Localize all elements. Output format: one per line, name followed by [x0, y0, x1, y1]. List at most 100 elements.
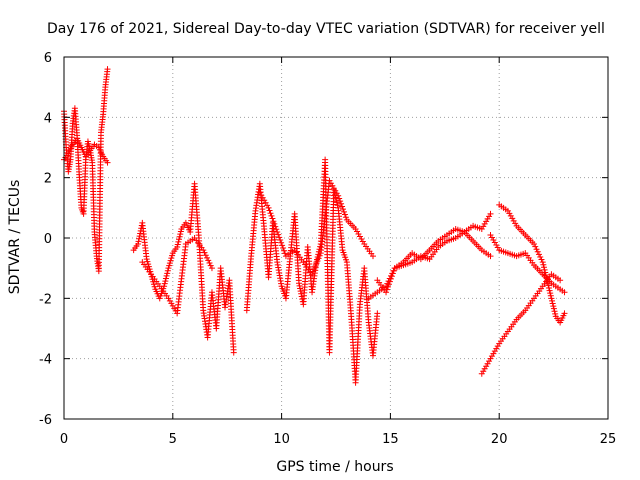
- series-segment-early-upper: [61, 135, 111, 166]
- data-point: [327, 180, 334, 187]
- data-point: [494, 244, 501, 251]
- data-point: [151, 283, 158, 290]
- data-point: [297, 288, 304, 295]
- series-segment-morning-diagonal: [139, 235, 215, 317]
- data-point: [313, 260, 320, 267]
- data-point: [552, 310, 559, 317]
- data-point: [335, 192, 342, 199]
- chart-title: Day 176 of 2021, Sidereal Day-to-day VTE…: [47, 21, 605, 37]
- data-point: [480, 368, 487, 375]
- data-point: [143, 256, 150, 263]
- data-point: [490, 350, 497, 357]
- y-tick-label: -4: [39, 353, 52, 368]
- data-point: [488, 234, 495, 241]
- y-axis-label: SDTVAR / TECUs: [7, 180, 23, 295]
- data-point: [272, 223, 279, 230]
- data-point: [279, 242, 286, 249]
- data-point: [342, 214, 349, 221]
- data-point: [389, 270, 396, 277]
- data-point: [481, 365, 488, 372]
- data-point: [480, 223, 487, 230]
- data-point: [174, 241, 181, 248]
- data-point: [265, 204, 272, 211]
- data-point: [486, 358, 493, 365]
- data-point: [541, 266, 548, 273]
- data-point: [337, 198, 344, 205]
- data-point: [309, 271, 316, 278]
- data-point: [276, 234, 283, 241]
- data-point: [484, 215, 491, 222]
- series-segment-morning: [130, 180, 237, 356]
- y-axis-ticks: -6 -4 -2 0 2 4 6: [39, 51, 608, 428]
- x-axis-ticks: 0 5 10 15 20 25: [60, 57, 616, 447]
- data-point: [341, 211, 348, 218]
- data-point: [384, 286, 391, 293]
- data-point: [275, 231, 282, 238]
- series-segment-early-morning: [61, 66, 111, 275]
- data-point: [136, 233, 143, 240]
- x-tick-label: 25: [600, 432, 617, 447]
- data-point: [383, 289, 390, 296]
- data-point: [278, 239, 285, 246]
- data-point: [484, 360, 491, 367]
- data-point: [487, 210, 494, 217]
- data-point: [174, 244, 181, 251]
- data-point: [163, 272, 170, 279]
- data-point: [533, 246, 540, 253]
- data-point: [177, 228, 184, 235]
- data-point: [551, 308, 558, 315]
- data-point: [281, 247, 288, 254]
- data-point: [296, 280, 303, 287]
- data-point: [540, 264, 547, 271]
- data-point: [326, 177, 333, 184]
- data-point: [549, 297, 556, 304]
- data-point: [329, 182, 336, 189]
- data-point: [270, 218, 277, 225]
- data-point: [135, 238, 142, 245]
- y-tick-label: 6: [44, 51, 52, 66]
- data-point: [267, 210, 274, 217]
- series-segment-midday-upper: [256, 177, 376, 278]
- data-point: [340, 206, 347, 213]
- series-segment-midday: [243, 156, 381, 386]
- data-point: [202, 252, 209, 259]
- data-point: [310, 268, 317, 275]
- data-point: [200, 247, 207, 254]
- data-point: [268, 212, 275, 219]
- data-point: [390, 267, 397, 274]
- data-point: [311, 265, 318, 272]
- x-tick-label: 15: [382, 432, 399, 447]
- data-point: [478, 225, 485, 232]
- data-point: [509, 215, 516, 222]
- data-point: [266, 207, 273, 214]
- data-point: [383, 283, 390, 290]
- x-tick-label: 0: [60, 432, 68, 447]
- grid-lines: [64, 57, 608, 419]
- data-point: [336, 195, 343, 202]
- data-point: [494, 343, 501, 350]
- data-point: [261, 197, 268, 204]
- data-point: [354, 228, 361, 235]
- data-point: [312, 263, 319, 270]
- data-point: [358, 236, 365, 243]
- data-point: [206, 259, 213, 266]
- data-point: [538, 256, 545, 263]
- data-points: [61, 66, 568, 386]
- data-point: [166, 262, 173, 269]
- data-point: [486, 213, 493, 220]
- data-point: [487, 231, 494, 238]
- data-point: [334, 202, 341, 209]
- data-point: [507, 212, 514, 219]
- data-point: [264, 202, 271, 209]
- data-point: [273, 226, 280, 233]
- data-point: [165, 295, 172, 302]
- series-segment-afternoon-lower: [365, 228, 494, 302]
- series-segment-evening-fall: [496, 201, 568, 326]
- data-point: [561, 289, 568, 296]
- data-point: [167, 257, 174, 264]
- data-point: [537, 253, 544, 260]
- x-tick-label: 20: [491, 432, 508, 447]
- data-point: [230, 349, 237, 356]
- data-point: [258, 192, 265, 199]
